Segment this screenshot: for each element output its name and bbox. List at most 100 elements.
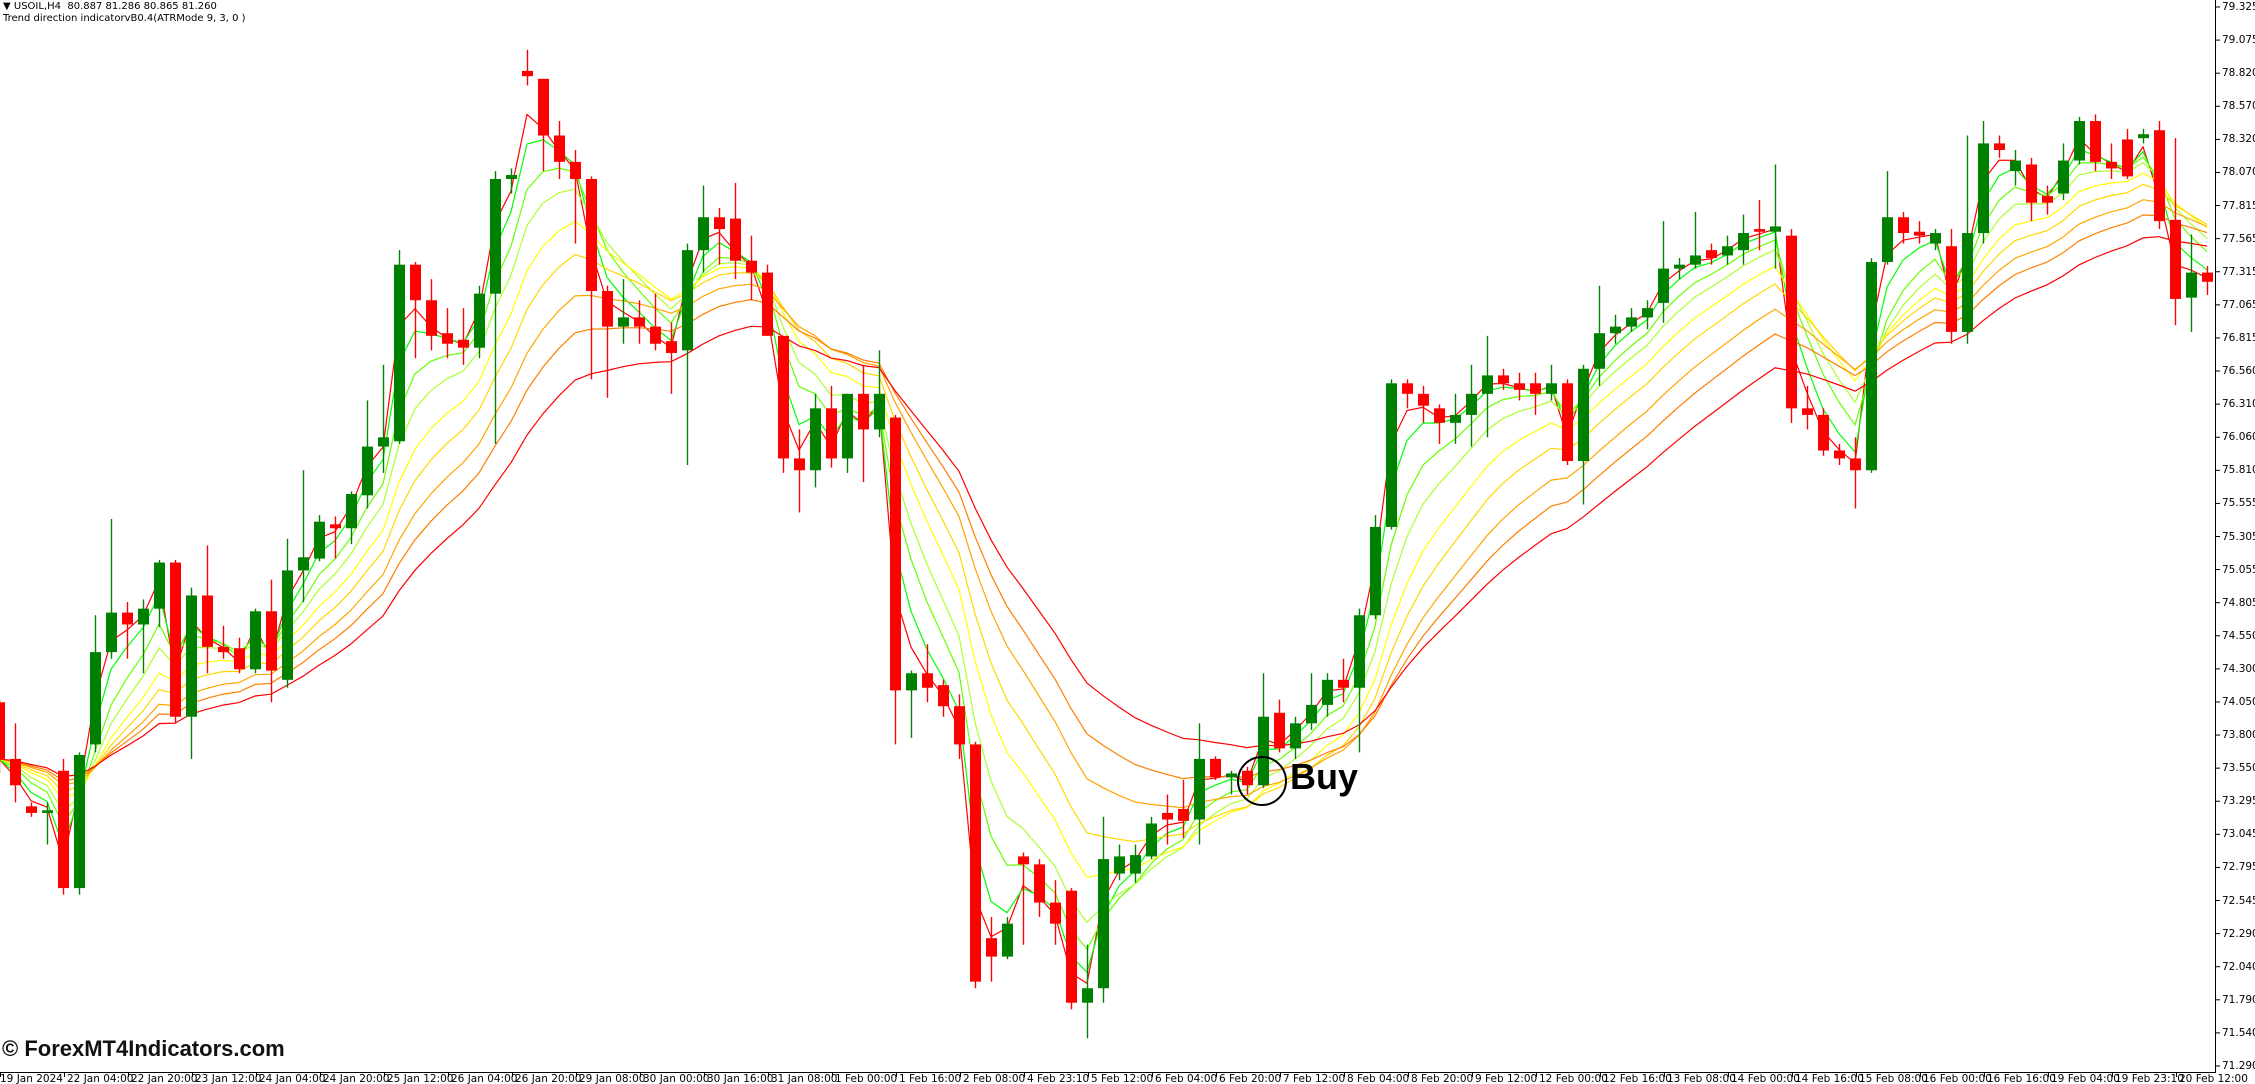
time-tick-label: 14 Feb 00:00 <box>1731 1073 1800 1084</box>
candle-body <box>458 339 469 348</box>
candle <box>314 515 325 562</box>
candle <box>1130 844 1141 883</box>
candle <box>282 538 293 688</box>
candle-body <box>1722 246 1733 256</box>
candle-body <box>1770 226 1781 232</box>
candle-body <box>1226 773 1237 778</box>
candle <box>2026 157 2037 222</box>
candle <box>506 168 517 194</box>
time-tick-label: 12 Feb 00:00 <box>1539 1073 1608 1084</box>
candle <box>1002 917 1013 960</box>
time-tick-label: 12 Feb 16:00 <box>1603 1073 1672 1084</box>
candle-body <box>1946 246 1957 332</box>
time-tick-label: 14 Feb 16:00 <box>1795 1073 1864 1084</box>
candle-body <box>1114 856 1125 874</box>
candle <box>714 207 725 265</box>
candle <box>1658 221 1669 323</box>
candle-body <box>1242 770 1253 786</box>
candle <box>2138 128 2149 144</box>
price-tick-label: 74.805 <box>2222 596 2255 609</box>
candle <box>1674 258 1685 280</box>
time-tick-label: 15 Feb 08:00 <box>1859 1073 1928 1084</box>
candle-body <box>874 393 885 430</box>
candle-body <box>154 562 165 609</box>
candle-body <box>1194 758 1205 820</box>
price-tick-label: 73.550 <box>2222 762 2255 775</box>
candle <box>10 723 21 803</box>
candle-body <box>2202 272 2213 282</box>
candle-body <box>666 341 677 353</box>
candle-body <box>2010 160 2021 172</box>
candle-body <box>1818 414 1829 451</box>
candle <box>1834 443 1845 465</box>
candle <box>330 516 341 559</box>
candle-body <box>170 562 181 717</box>
candle <box>1882 171 1893 265</box>
candle <box>1690 211 1701 269</box>
candle-body <box>602 291 613 327</box>
candle-body <box>522 70 533 77</box>
candle-body <box>2074 121 2085 161</box>
time-tick-label: 30 Jan 00:00 <box>643 1073 710 1084</box>
candle <box>938 679 949 717</box>
candle-body <box>2026 164 2037 203</box>
candle <box>1290 716 1301 759</box>
candle <box>170 559 181 724</box>
candle <box>1610 314 1621 344</box>
candle <box>1722 235 1733 265</box>
candle-body <box>90 652 101 745</box>
time-tick-label: 9 Feb 12:00 <box>1475 1073 1538 1084</box>
time-tick-label: 26 Jan 04:00 <box>451 1073 518 1084</box>
watermark: © ForexMT4Indicators.com <box>2 1036 285 1061</box>
candle-body <box>1210 758 1221 778</box>
candle <box>1530 372 1541 415</box>
candle <box>202 545 213 674</box>
candle <box>1466 364 1477 447</box>
candle <box>2170 138 2181 326</box>
candle <box>1786 229 1797 423</box>
price-tick-label: 73.045 <box>2222 828 2255 841</box>
candle-body <box>1658 268 1669 303</box>
price-tick-label: 76.310 <box>2222 398 2255 411</box>
price-tick-label: 71.790 <box>2222 993 2255 1006</box>
time-tick-label: 13 Feb 08:00 <box>1667 1073 1736 1084</box>
candle <box>1818 408 1829 456</box>
candle <box>1802 385 1813 430</box>
candle <box>378 364 389 473</box>
candle-body <box>1610 326 1621 334</box>
candle-body <box>634 317 645 327</box>
price-tick-label: 75.055 <box>2222 563 2255 576</box>
time-tick-label: 31 Jan 08:00 <box>771 1073 838 1084</box>
candle-body <box>1146 823 1157 857</box>
candle <box>1386 379 1397 530</box>
candle <box>1562 379 1573 465</box>
candle-body <box>1690 255 1701 265</box>
candle <box>794 429 805 513</box>
candle-body <box>1354 615 1365 688</box>
candle <box>666 322 677 394</box>
candle <box>922 644 933 703</box>
candle-body <box>298 557 309 571</box>
candle-body <box>1482 375 1493 394</box>
candle <box>586 176 597 380</box>
price-tick-label: 76.560 <box>2222 365 2255 378</box>
price-tick-label: 72.040 <box>2222 960 2255 973</box>
candle-body <box>1642 308 1653 318</box>
candle-body <box>1978 143 1989 234</box>
time-tick-label: 4 Feb 23:10 <box>1027 1073 1090 1084</box>
candle <box>122 602 133 659</box>
time-tick-label: 5 Feb 12:00 <box>1091 1073 1154 1084</box>
candle <box>906 670 917 738</box>
candle <box>58 758 69 895</box>
price-tick-label: 72.545 <box>2222 894 2255 907</box>
candle <box>106 519 117 659</box>
candle-body <box>2138 134 2149 139</box>
candle-body <box>538 78 549 136</box>
candle <box>682 243 693 465</box>
time-tick-label: 19 Jan 2024 <box>0 1073 63 1084</box>
candle <box>154 559 165 628</box>
candle <box>1066 888 1077 1010</box>
candle <box>298 470 309 603</box>
candle-body <box>2154 130 2165 222</box>
